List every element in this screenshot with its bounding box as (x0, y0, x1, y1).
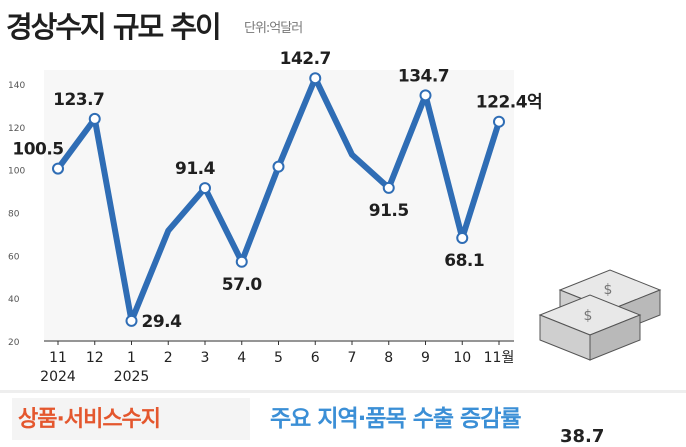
data-label: 122.4억 (476, 93, 542, 113)
data-point-marker (309, 72, 322, 85)
x-tick-label: 10 (453, 350, 471, 366)
data-label: 134.7 (398, 66, 449, 86)
x-tick-label: 5 (274, 350, 283, 366)
data-label: 68.1 (444, 251, 484, 271)
data-label: 142.7 (280, 49, 331, 69)
x-tick-label: 2 (164, 350, 173, 366)
y-tick-label: 20 (8, 338, 20, 348)
data-point-marker (199, 182, 211, 195)
x-tick-label: 12 (86, 350, 104, 366)
data-label: 91.5 (369, 201, 409, 221)
data-label: 100.5 (12, 140, 63, 160)
data-point-marker (52, 162, 64, 175)
data-point-marker (382, 181, 395, 194)
partial-value: 38.7 (560, 426, 605, 447)
x-tick-label: 1 (127, 350, 136, 366)
x-year-label: 2025 (114, 369, 150, 385)
y-tick-label: 60 (8, 252, 20, 262)
data-label: 123.7 (53, 90, 104, 110)
data-point-marker (493, 115, 505, 128)
x-tick-label: 11월 (484, 350, 515, 366)
y-tick-label: 100 (8, 167, 25, 177)
money-stack-icon: $ $ (538, 269, 662, 361)
x-tick-label: 8 (384, 350, 393, 366)
plot-background (44, 70, 514, 342)
data-point-marker (419, 89, 432, 102)
data-label: 91.4 (175, 159, 216, 179)
x-tick-label: 4 (237, 350, 246, 366)
x-tick-label: 11 (49, 350, 67, 366)
y-tick-label: 80 (8, 210, 20, 220)
data-point-marker (125, 314, 138, 327)
data-point-marker (235, 255, 248, 268)
section-background (12, 398, 250, 440)
unit-label: 단위:억달러 (244, 21, 303, 36)
svg-text:$: $ (584, 308, 593, 324)
data-point-marker (456, 231, 469, 244)
x-tick-label: 7 (348, 350, 357, 366)
section-title-left: 상품·서비스수지 (18, 407, 161, 432)
y-tick-label: 120 (8, 124, 25, 134)
x-tick-label: 9 (421, 350, 430, 366)
data-point-marker (88, 112, 101, 125)
svg-text:$: $ (604, 282, 613, 298)
data-point-marker (272, 160, 285, 173)
chart-title: 경상수지 규모 추이 (6, 10, 222, 44)
y-tick-label: 40 (8, 295, 20, 305)
x-year-label: 2024 (40, 369, 76, 385)
data-label: 57.0 (222, 275, 263, 295)
data-label: 29.4 (142, 312, 183, 332)
x-tick-label: 6 (311, 350, 320, 366)
x-tick-label: 3 (201, 350, 210, 366)
section-title-right: 주요 지역·품목 수출 증감률 (270, 406, 522, 432)
y-tick-label: 140 (8, 81, 25, 91)
section-divider (0, 390, 686, 393)
